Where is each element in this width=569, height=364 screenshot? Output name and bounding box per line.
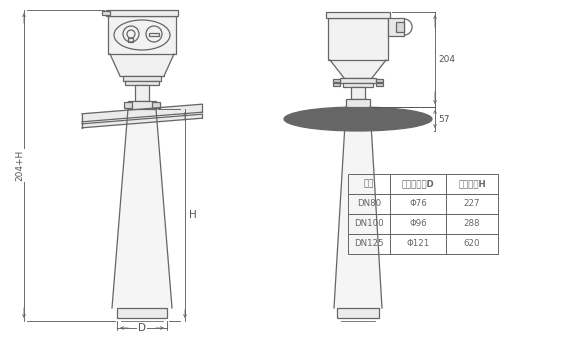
Bar	[340, 78, 376, 83]
Text: DN80: DN80	[357, 199, 381, 209]
Bar	[390, 194, 446, 214]
Bar	[108, 16, 176, 54]
Bar	[446, 194, 498, 214]
Bar	[348, 174, 390, 194]
Polygon shape	[82, 104, 202, 122]
Text: 620: 620	[464, 240, 480, 249]
Bar	[129, 37, 134, 41]
Bar	[396, 22, 404, 32]
Text: Φ121: Φ121	[406, 240, 430, 249]
Circle shape	[344, 115, 353, 123]
Bar	[351, 87, 365, 99]
Bar	[124, 102, 132, 108]
Bar	[125, 81, 159, 85]
Text: DN125: DN125	[354, 240, 384, 249]
Bar	[343, 83, 373, 87]
Ellipse shape	[284, 107, 432, 131]
Text: 288: 288	[464, 219, 480, 229]
Bar	[346, 99, 370, 107]
Bar	[446, 214, 498, 234]
Bar	[376, 83, 383, 86]
Circle shape	[324, 115, 332, 123]
Polygon shape	[82, 114, 202, 128]
Bar	[117, 308, 167, 318]
Bar	[123, 76, 161, 81]
Text: 57: 57	[438, 115, 450, 123]
Bar	[333, 79, 340, 82]
Bar	[376, 79, 383, 82]
Bar	[102, 11, 110, 15]
Bar	[106, 10, 178, 16]
Text: 法兰: 法兰	[364, 179, 374, 189]
Circle shape	[364, 115, 373, 123]
Text: 227: 227	[464, 199, 480, 209]
Polygon shape	[330, 60, 386, 78]
Text: 喇叭高度H: 喇叭高度H	[458, 179, 486, 189]
Bar	[348, 194, 390, 214]
Text: Φ96: Φ96	[409, 219, 427, 229]
Bar	[446, 174, 498, 194]
Text: DN100: DN100	[354, 219, 384, 229]
Polygon shape	[110, 54, 174, 76]
Bar	[326, 12, 390, 18]
Bar	[135, 85, 149, 101]
Text: 204: 204	[438, 55, 455, 64]
Circle shape	[384, 115, 393, 123]
Bar	[348, 214, 390, 234]
Bar	[390, 234, 446, 254]
Polygon shape	[334, 107, 382, 308]
Text: D: D	[138, 323, 146, 333]
Bar	[337, 308, 379, 318]
Bar	[128, 101, 156, 109]
Text: H: H	[189, 210, 197, 220]
Bar	[149, 32, 159, 36]
Bar	[328, 18, 388, 60]
Bar	[446, 234, 498, 254]
Circle shape	[302, 115, 311, 123]
Circle shape	[406, 115, 414, 123]
Bar	[333, 83, 340, 86]
Bar	[390, 174, 446, 194]
Text: 204+H: 204+H	[15, 150, 24, 181]
Text: 喇叭口直径D: 喇叭口直径D	[402, 179, 434, 189]
Bar	[388, 18, 404, 36]
Bar	[152, 102, 160, 108]
Bar	[348, 234, 390, 254]
Polygon shape	[112, 109, 172, 308]
Bar	[390, 214, 446, 234]
Text: Φ76: Φ76	[409, 199, 427, 209]
